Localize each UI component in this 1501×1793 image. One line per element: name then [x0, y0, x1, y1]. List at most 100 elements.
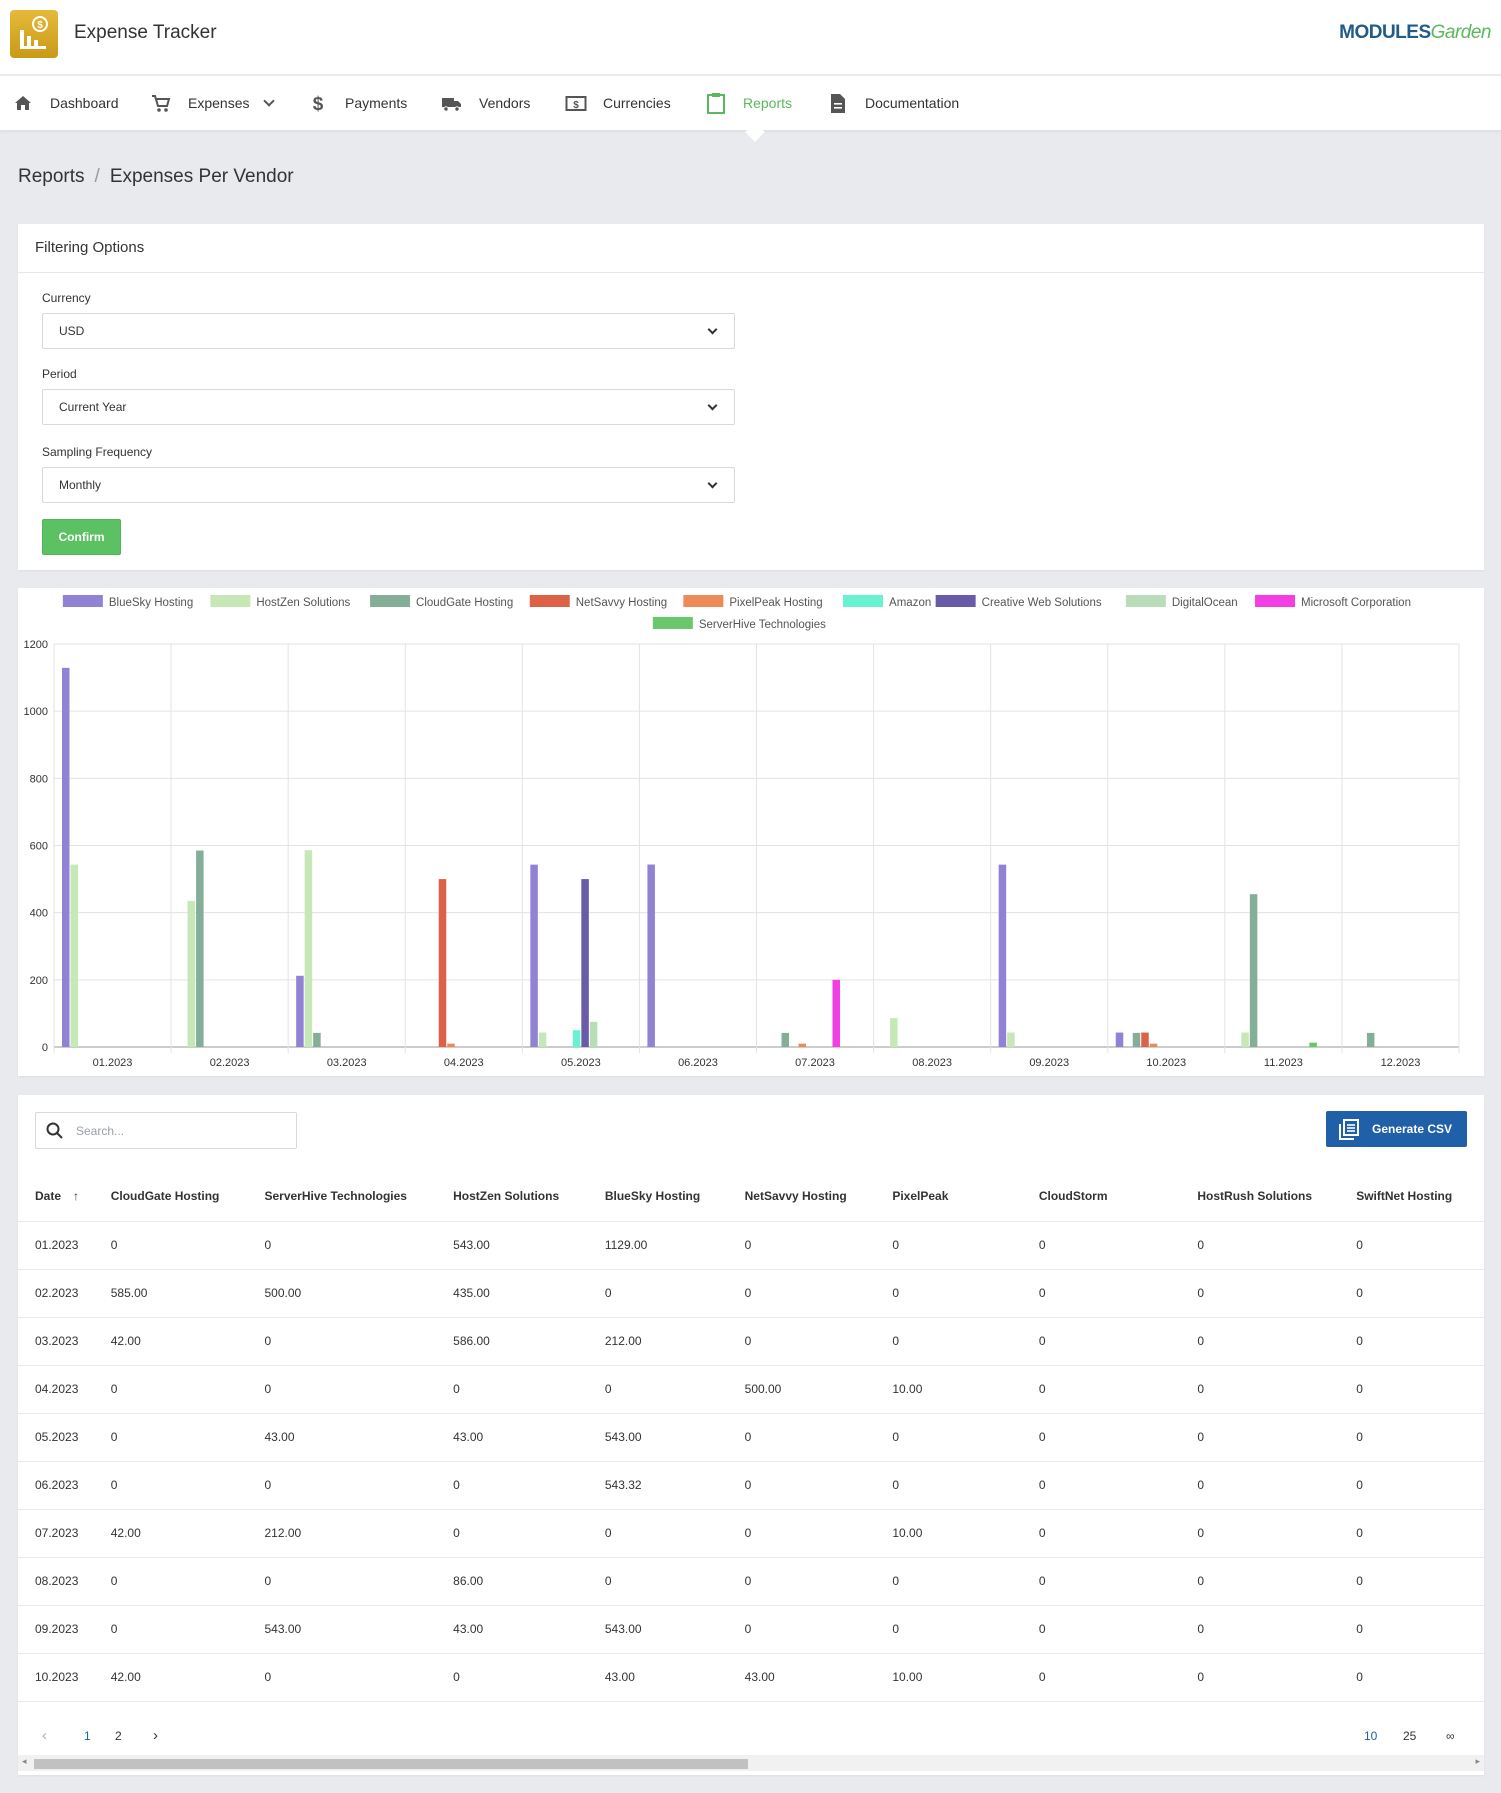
- column-header[interactable]: SwiftNet Hosting: [1356, 1171, 1484, 1222]
- table-cell: 0: [1038, 1317, 1198, 1366]
- bar: [798, 1043, 806, 1047]
- nav-item-reports[interactable]: Reports: [705, 76, 792, 130]
- y-tick-label: 1200: [24, 639, 48, 651]
- nav-item-vendors[interactable]: Vendors: [441, 76, 530, 130]
- legend-label: BlueSky Hosting: [109, 597, 193, 609]
- table-cell: 0: [1197, 1269, 1357, 1318]
- nav-label: Payments: [345, 95, 408, 111]
- modulesgarden-logo[interactable]: MODULESGarden: [1339, 22, 1491, 44]
- card-divider: [18, 272, 1484, 273]
- page-link[interactable]: 2: [115, 1729, 122, 1743]
- sampling-frequency-value: Monthly: [59, 478, 102, 492]
- table-cell: 0: [1038, 1509, 1198, 1558]
- app-header: $ Expense Tracker MODULESGarden: [0, 0, 1501, 75]
- currency-value: USD: [59, 324, 85, 338]
- breadcrumb-parent[interactable]: Reports: [18, 166, 85, 187]
- table-cell: 0: [264, 1653, 454, 1702]
- search-box[interactable]: [35, 1112, 297, 1149]
- x-tick-label: 01.2023: [93, 1057, 133, 1069]
- table-cell: 0: [110, 1365, 265, 1414]
- page-size-option[interactable]: 25: [1403, 1729, 1417, 1743]
- table-cell: 06.2023: [18, 1461, 111, 1510]
- table-cell: 0: [1356, 1365, 1484, 1414]
- column-header[interactable]: BlueSky Hosting: [604, 1171, 745, 1222]
- currency-select[interactable]: USD: [42, 313, 735, 349]
- scrollbar-thumb[interactable]: [34, 1759, 748, 1769]
- brand-secondary: Garden: [1430, 22, 1492, 43]
- y-tick-label: 600: [30, 841, 48, 853]
- pagination: ‹ 1 2 › 10 25 ∞: [18, 1717, 1484, 1757]
- x-tick-label: 05.2023: [561, 1057, 601, 1069]
- table-cell: 212.00: [604, 1317, 745, 1366]
- table-cell: 86.00: [453, 1557, 605, 1606]
- period-select[interactable]: Current Year: [42, 389, 735, 425]
- nav-item-currencies[interactable]: $ Currencies: [565, 76, 671, 130]
- scroll-right-icon[interactable]: ▸: [1475, 1756, 1480, 1766]
- breadcrumb: Reports / Expenses Per Vendor: [18, 166, 294, 188]
- confirm-button[interactable]: Confirm: [42, 519, 121, 555]
- x-tick-label: 03.2023: [327, 1057, 367, 1069]
- page-size-option[interactable]: ∞: [1446, 1729, 1455, 1743]
- search-icon: [46, 1122, 63, 1139]
- table-cell: 0: [264, 1317, 454, 1366]
- table-cell: 500.00: [744, 1365, 893, 1414]
- nav-item-dashboard[interactable]: Dashboard: [12, 76, 119, 130]
- generate-csv-button[interactable]: Generate CSV: [1326, 1111, 1467, 1147]
- horizontal-scrollbar[interactable]: ◂ ▸: [18, 1755, 1484, 1771]
- svg-text:$: $: [573, 100, 579, 111]
- table-cell: 0: [1038, 1557, 1198, 1606]
- column-header[interactable]: PixelPeak: [892, 1171, 1039, 1222]
- table-cell: 0: [1197, 1461, 1357, 1510]
- expenses-chart-card: 0 200 400 600 800 1000 1200 01.2023 02.2023 03.20…: [18, 588, 1484, 1076]
- bar: [1309, 1042, 1317, 1047]
- scroll-left-icon[interactable]: ◂: [22, 1756, 27, 1766]
- table-cell: 0: [264, 1461, 454, 1510]
- sampling-frequency-select[interactable]: Monthly: [42, 467, 735, 503]
- table-cell: 0: [892, 1269, 1039, 1318]
- legend-label: Amazon: [889, 597, 931, 609]
- next-page-icon[interactable]: ›: [153, 1727, 158, 1744]
- page-link[interactable]: 1: [84, 1729, 91, 1743]
- legend-swatch: [1125, 595, 1166, 607]
- table-cell: 0: [110, 1557, 265, 1606]
- column-header[interactable]: ServerHive Technologies: [264, 1171, 454, 1222]
- legend-label: ServerHive Technologies: [699, 619, 826, 631]
- table-cell: 0: [1038, 1605, 1198, 1654]
- legend-swatch: [210, 595, 251, 607]
- nav-item-payments[interactable]: $ Payments: [307, 76, 408, 130]
- table-row: 10.2023 42.00 0 0 43.00 43.00 10.00 0 0 0: [18, 1653, 1484, 1702]
- column-header-date[interactable]: Date ↑: [18, 1171, 111, 1222]
- column-header[interactable]: CloudGate Hosting: [110, 1171, 265, 1222]
- column-header[interactable]: NetSavvy Hosting: [744, 1171, 893, 1222]
- legend-swatch: [1255, 595, 1296, 607]
- header-label: Date: [35, 1188, 62, 1203]
- table-cell: 0: [604, 1269, 745, 1318]
- table-cell: 43.00: [264, 1413, 454, 1462]
- bar: [196, 850, 204, 1047]
- table-row: 06.2023 0 0 0 543.32 0 0 0 0 0: [18, 1461, 1484, 1510]
- bar: [1241, 1032, 1249, 1047]
- bar: [647, 864, 655, 1047]
- nav-item-expenses[interactable]: Expenses: [150, 76, 276, 130]
- expense-tracker-logo-icon: $: [10, 10, 58, 58]
- table-cell: 0: [892, 1605, 1039, 1654]
- table-cell: 0: [1356, 1605, 1484, 1654]
- search-input[interactable]: [76, 1123, 276, 1138]
- table-header-row: Date ↑ CloudGate Hosting ServerHive Techn…: [18, 1171, 1484, 1222]
- table-row: 03.2023 42.00 0 586.00 212.00 0 0 0 0 0: [18, 1317, 1484, 1366]
- table-cell: 07.2023: [18, 1509, 111, 1558]
- x-tick-label: 08.2023: [912, 1057, 952, 1069]
- clipboard-icon: [705, 92, 727, 114]
- page-size-option[interactable]: 10: [1364, 1729, 1378, 1743]
- nav-label: Documentation: [865, 95, 960, 111]
- prev-page-icon[interactable]: ‹: [42, 1727, 47, 1744]
- nav-label: Reports: [743, 95, 793, 111]
- nav-item-documentation[interactable]: Documentation: [827, 76, 959, 130]
- column-header[interactable]: HostZen Solutions: [453, 1171, 605, 1222]
- column-header[interactable]: HostRush Solutions: [1197, 1171, 1357, 1222]
- bar: [1249, 894, 1258, 1047]
- column-header[interactable]: CloudStorm: [1038, 1171, 1198, 1222]
- table-cell: 0: [1356, 1461, 1484, 1510]
- dollar-icon: $: [307, 92, 329, 115]
- table-cell: 586.00: [453, 1317, 605, 1366]
